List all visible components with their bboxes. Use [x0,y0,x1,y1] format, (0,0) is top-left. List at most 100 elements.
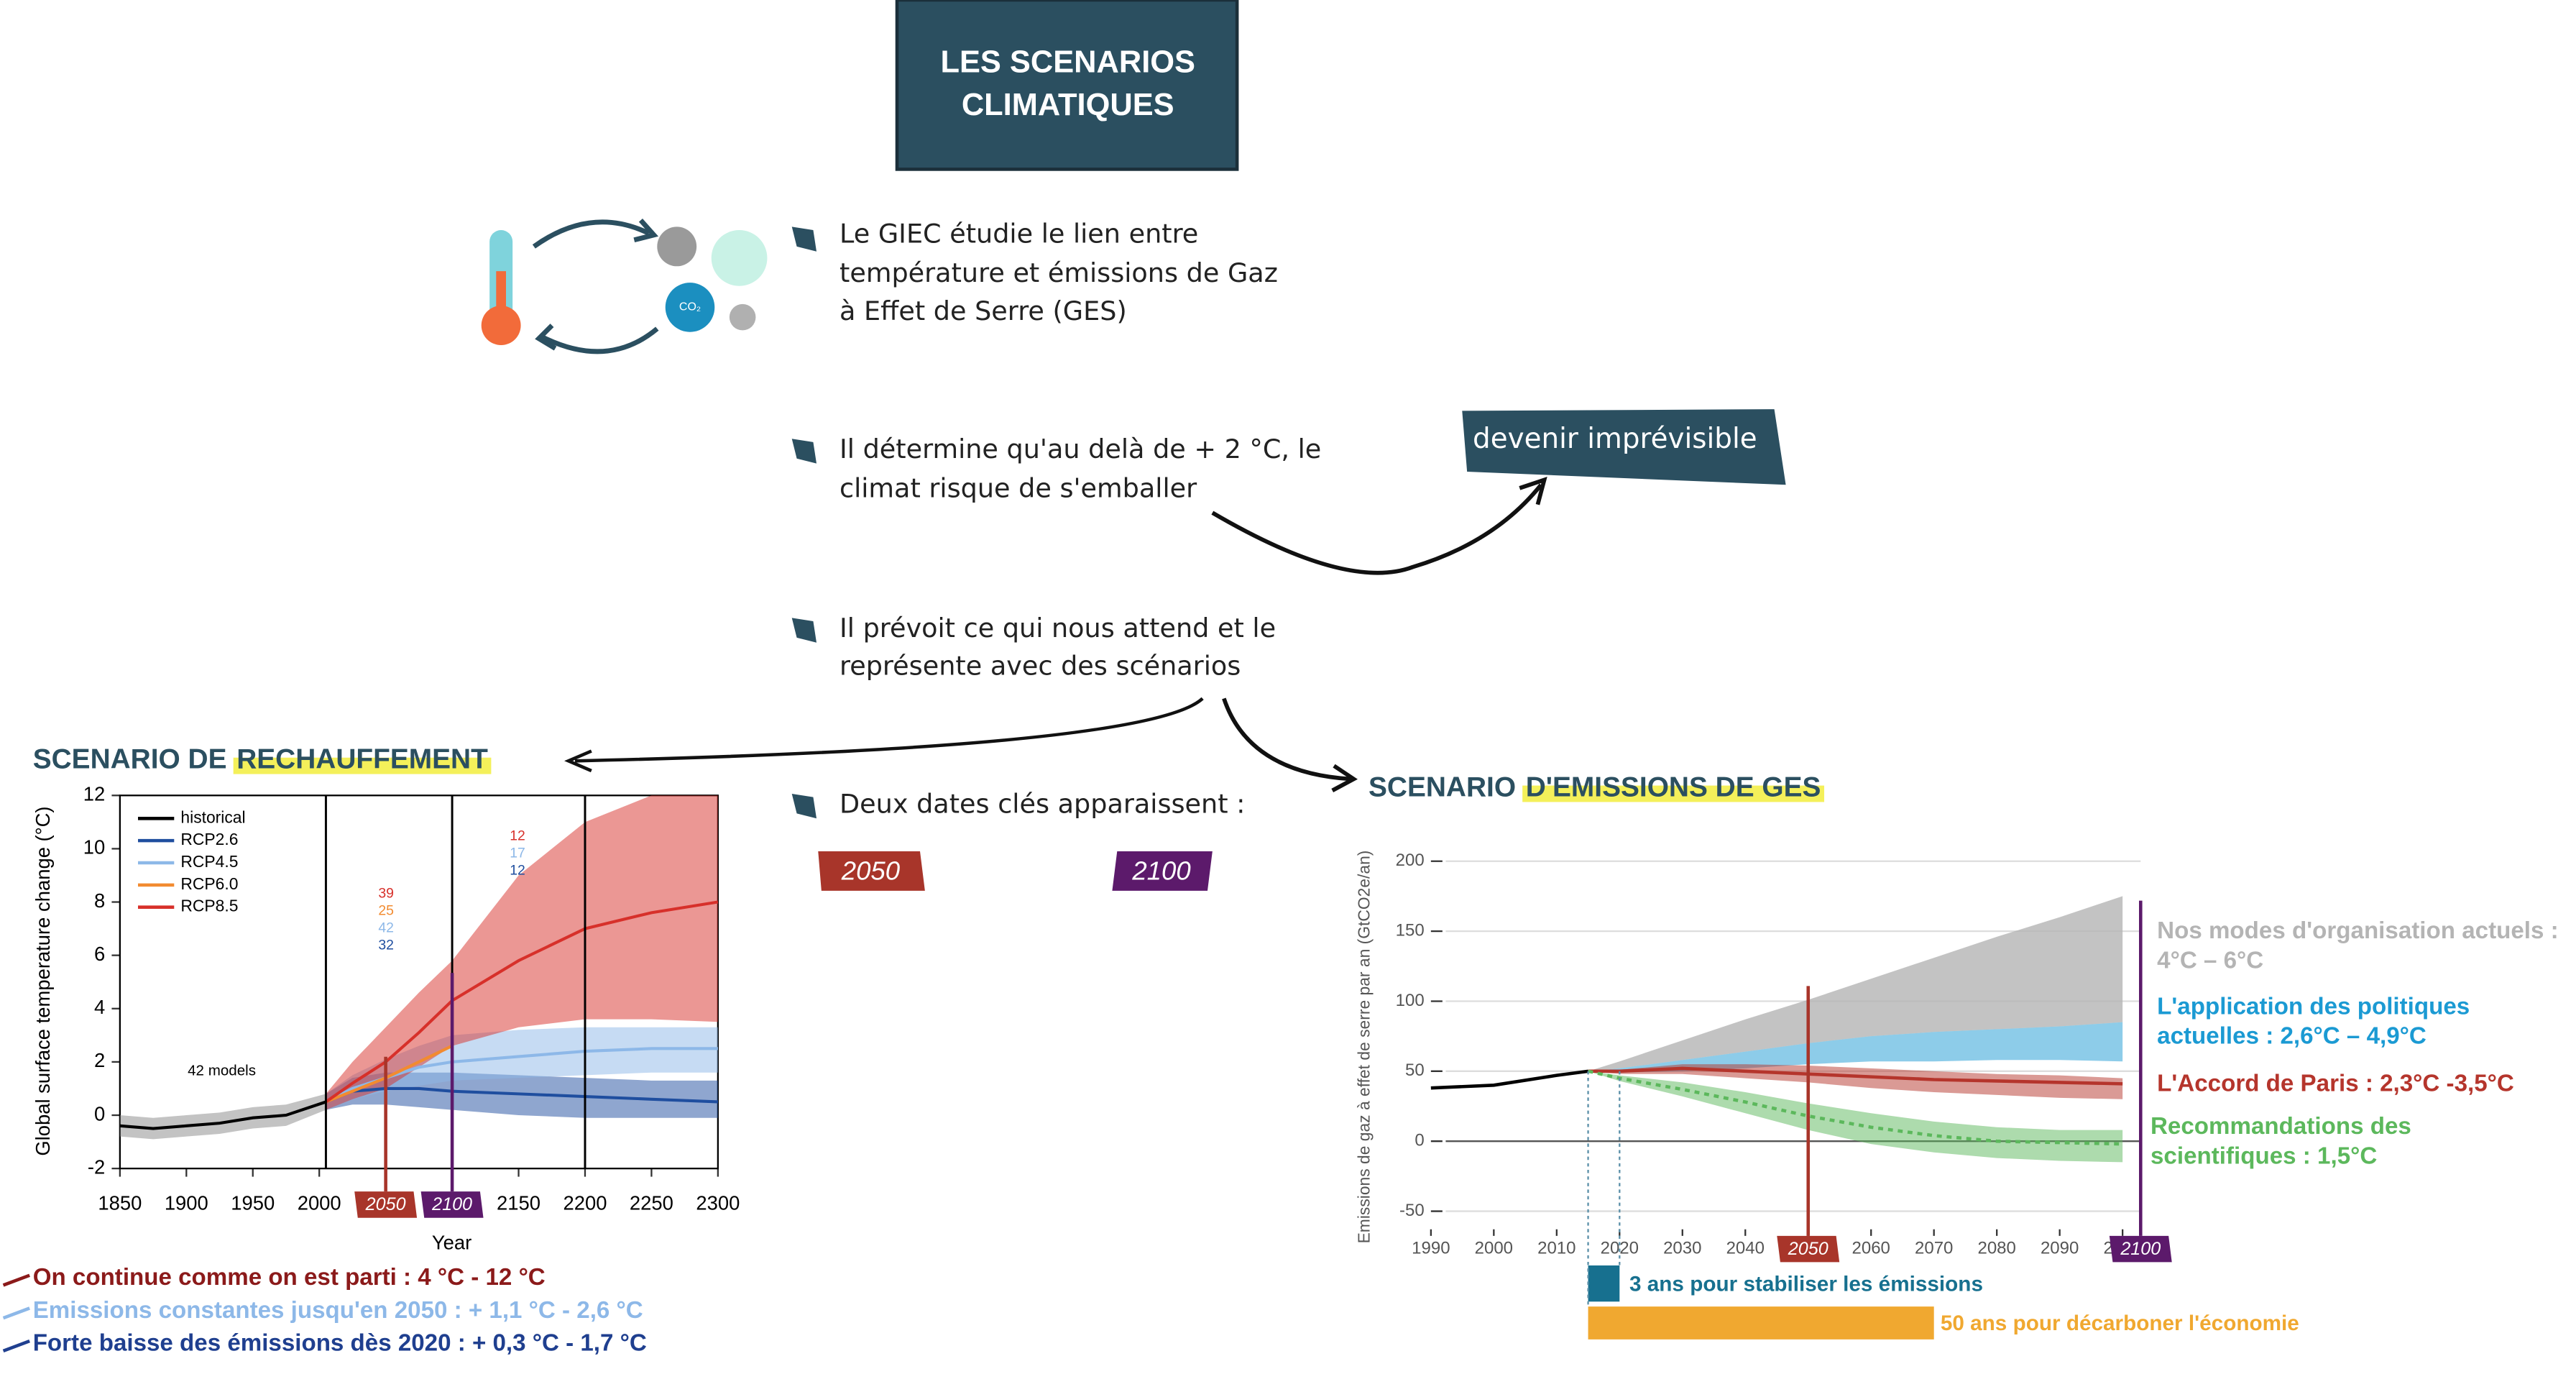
note-swatch [2,1306,30,1320]
series-label-text: L'application des politiques actuelles :… [2157,994,2470,1050]
key-year-tag [2109,1235,2172,1263]
y-tick-label: 0 [1414,1131,1424,1150]
arrow [564,749,592,773]
y-tick-label: 0 [94,1102,105,1125]
bullet-text: Deux dates clés apparaissent : [840,788,1246,819]
bullet-text: à Effet de Serre (GES) [840,296,1127,326]
model-count: 32 [378,938,394,953]
model-count: 25 [378,903,394,919]
series-label: Recommandations des scientifiques : 1,5°… [2150,1114,2411,1171]
legend-label: RCP4.5 [180,852,238,871]
y-tick-label: 50 [1405,1061,1425,1080]
x-tick-label: 2250 [630,1192,673,1214]
title-box [895,0,1239,171]
key-year-tag [354,1191,418,1218]
x-tick-label: 2040 [1726,1238,1765,1258]
line [119,1100,327,1130]
key-year-label: 2050 [365,1194,406,1214]
callout-box [1462,409,1786,485]
x-tick-label: 2080 [1977,1238,2015,1258]
x-tick-label: 2200 [563,1192,607,1214]
section-heading: D'EMISSIONS DE GES [1526,771,1821,802]
model-count: 12 [510,828,525,844]
legend-label: RCP2.6 [180,830,238,848]
legend-label: RCP6.0 [180,874,238,893]
arrow [1519,477,1547,505]
x-tick-label: 2010 [1537,1238,1576,1258]
y-tick-label: 150 [1396,920,1425,940]
icon-label: CO₂ [679,301,701,313]
y-tick-label: 8 [94,889,105,912]
bullet-text: climat risque de s'emballer [840,473,1197,504]
bullet-text: température et émissions de Gaz [840,257,1278,288]
series-label: L'Accord de Paris : 2,3°C -3,5°C [2157,1071,2514,1098]
x-tick-label: 2300 [696,1192,740,1214]
y-tick-label: 200 [1396,851,1425,870]
title: CLIMATIQUES [962,88,1174,122]
y-tick-label: 6 [94,943,105,965]
x-tick-label: 2000 [298,1192,341,1214]
bullet-text: représente avec des scénarios [840,651,1241,682]
callout: devenir imprévisible [1473,423,1757,455]
period-bar [1588,1306,1934,1340]
model-count: 17 [510,846,525,861]
note-text: Emissions constantes jusqu'en 2050 : + 1… [33,1297,643,1324]
date-tag [1112,851,1213,891]
series-label-text: Recommandations des scientifiques : 1,5°… [2150,1114,2411,1171]
chart: -50 0 50 100 150 200 1990 2000 2010 2020 2030 2040 2… [1354,851,2559,1340]
title: LES SCENARIOS [940,45,1195,80]
bullet-text: Il prévoit ce qui nous attend et le [840,613,1276,644]
bullet-text: Il détermine qu'au delà de + 2 °C, le [840,434,1321,464]
x-tick-label: 1950 [231,1192,275,1214]
y-tick-label: -2 [88,1155,105,1178]
band [1588,896,2123,1071]
model-count: 42 [378,920,394,936]
period-bar [1588,1265,1620,1302]
band [119,1094,326,1140]
y-axis-label: Global surface temperature change (°C) [32,806,54,1155]
y-tick-label: 12 [83,783,105,805]
series-label: Nos modes d'organisation actuels : 4°C –… [2157,918,2559,975]
x-tick-label: 2000 [1475,1238,1513,1258]
note-swatch [2,1273,30,1287]
arrow [1211,483,1543,575]
x-tick-label: 1900 [165,1192,208,1214]
series-label: L'application des politiques actuelles :… [2157,994,2470,1050]
x-tick-label: 2150 [497,1192,540,1214]
arrow [1331,764,1358,792]
date-label: 2100 [1131,856,1191,885]
y-tick-label: 2 [94,1049,105,1071]
highlight [233,757,492,774]
date-label: 2050 [841,856,901,885]
x-tick-label: 1990 [1412,1238,1450,1258]
period-label: 50 ans pour décarboner l'économie [1941,1311,2299,1335]
series-label-text: Nos modes d'organisation actuels : 4°C –… [2157,918,2559,975]
x-tick-label: 2090 [2041,1238,2079,1258]
key-year-label: 2100 [431,1194,472,1214]
key-year-label: 2050 [1788,1239,1828,1259]
band [1588,1064,2123,1099]
line [1588,1069,2123,1146]
bullets [791,226,816,819]
note-text: Forte baisse des émissions dès 2020 : + … [33,1329,647,1356]
highlight [1522,785,1825,802]
y-tick-label: 100 [1396,991,1425,1010]
icon: CO₂ [481,219,768,354]
y-tick-label: 4 [94,996,105,1018]
arrow [574,697,1204,763]
period-label: 3 ans pour stabiliser les émissions [1629,1272,1983,1296]
model-count: 12 [510,863,525,879]
chart: -2 0 2 4 6 8 10 12 1850 1900 1950 2000 2050 2100 2150 2… [32,783,740,1254]
model-count: 39 [378,886,394,902]
x-tick-label: 2060 [1852,1238,1890,1258]
x-tick-label: 2020 [1601,1238,1639,1258]
key-year-tag [420,1191,484,1218]
y-axis-label: Emissions de gaz à effet de serre par an… [1354,851,1373,1244]
legend-label: historical [180,807,245,826]
note-text: On continue comme on est parti : 4 °C - … [33,1264,546,1291]
band [1588,1022,2123,1073]
y-tick-label: 10 [83,836,105,858]
key-year-tag [1777,1235,1840,1263]
